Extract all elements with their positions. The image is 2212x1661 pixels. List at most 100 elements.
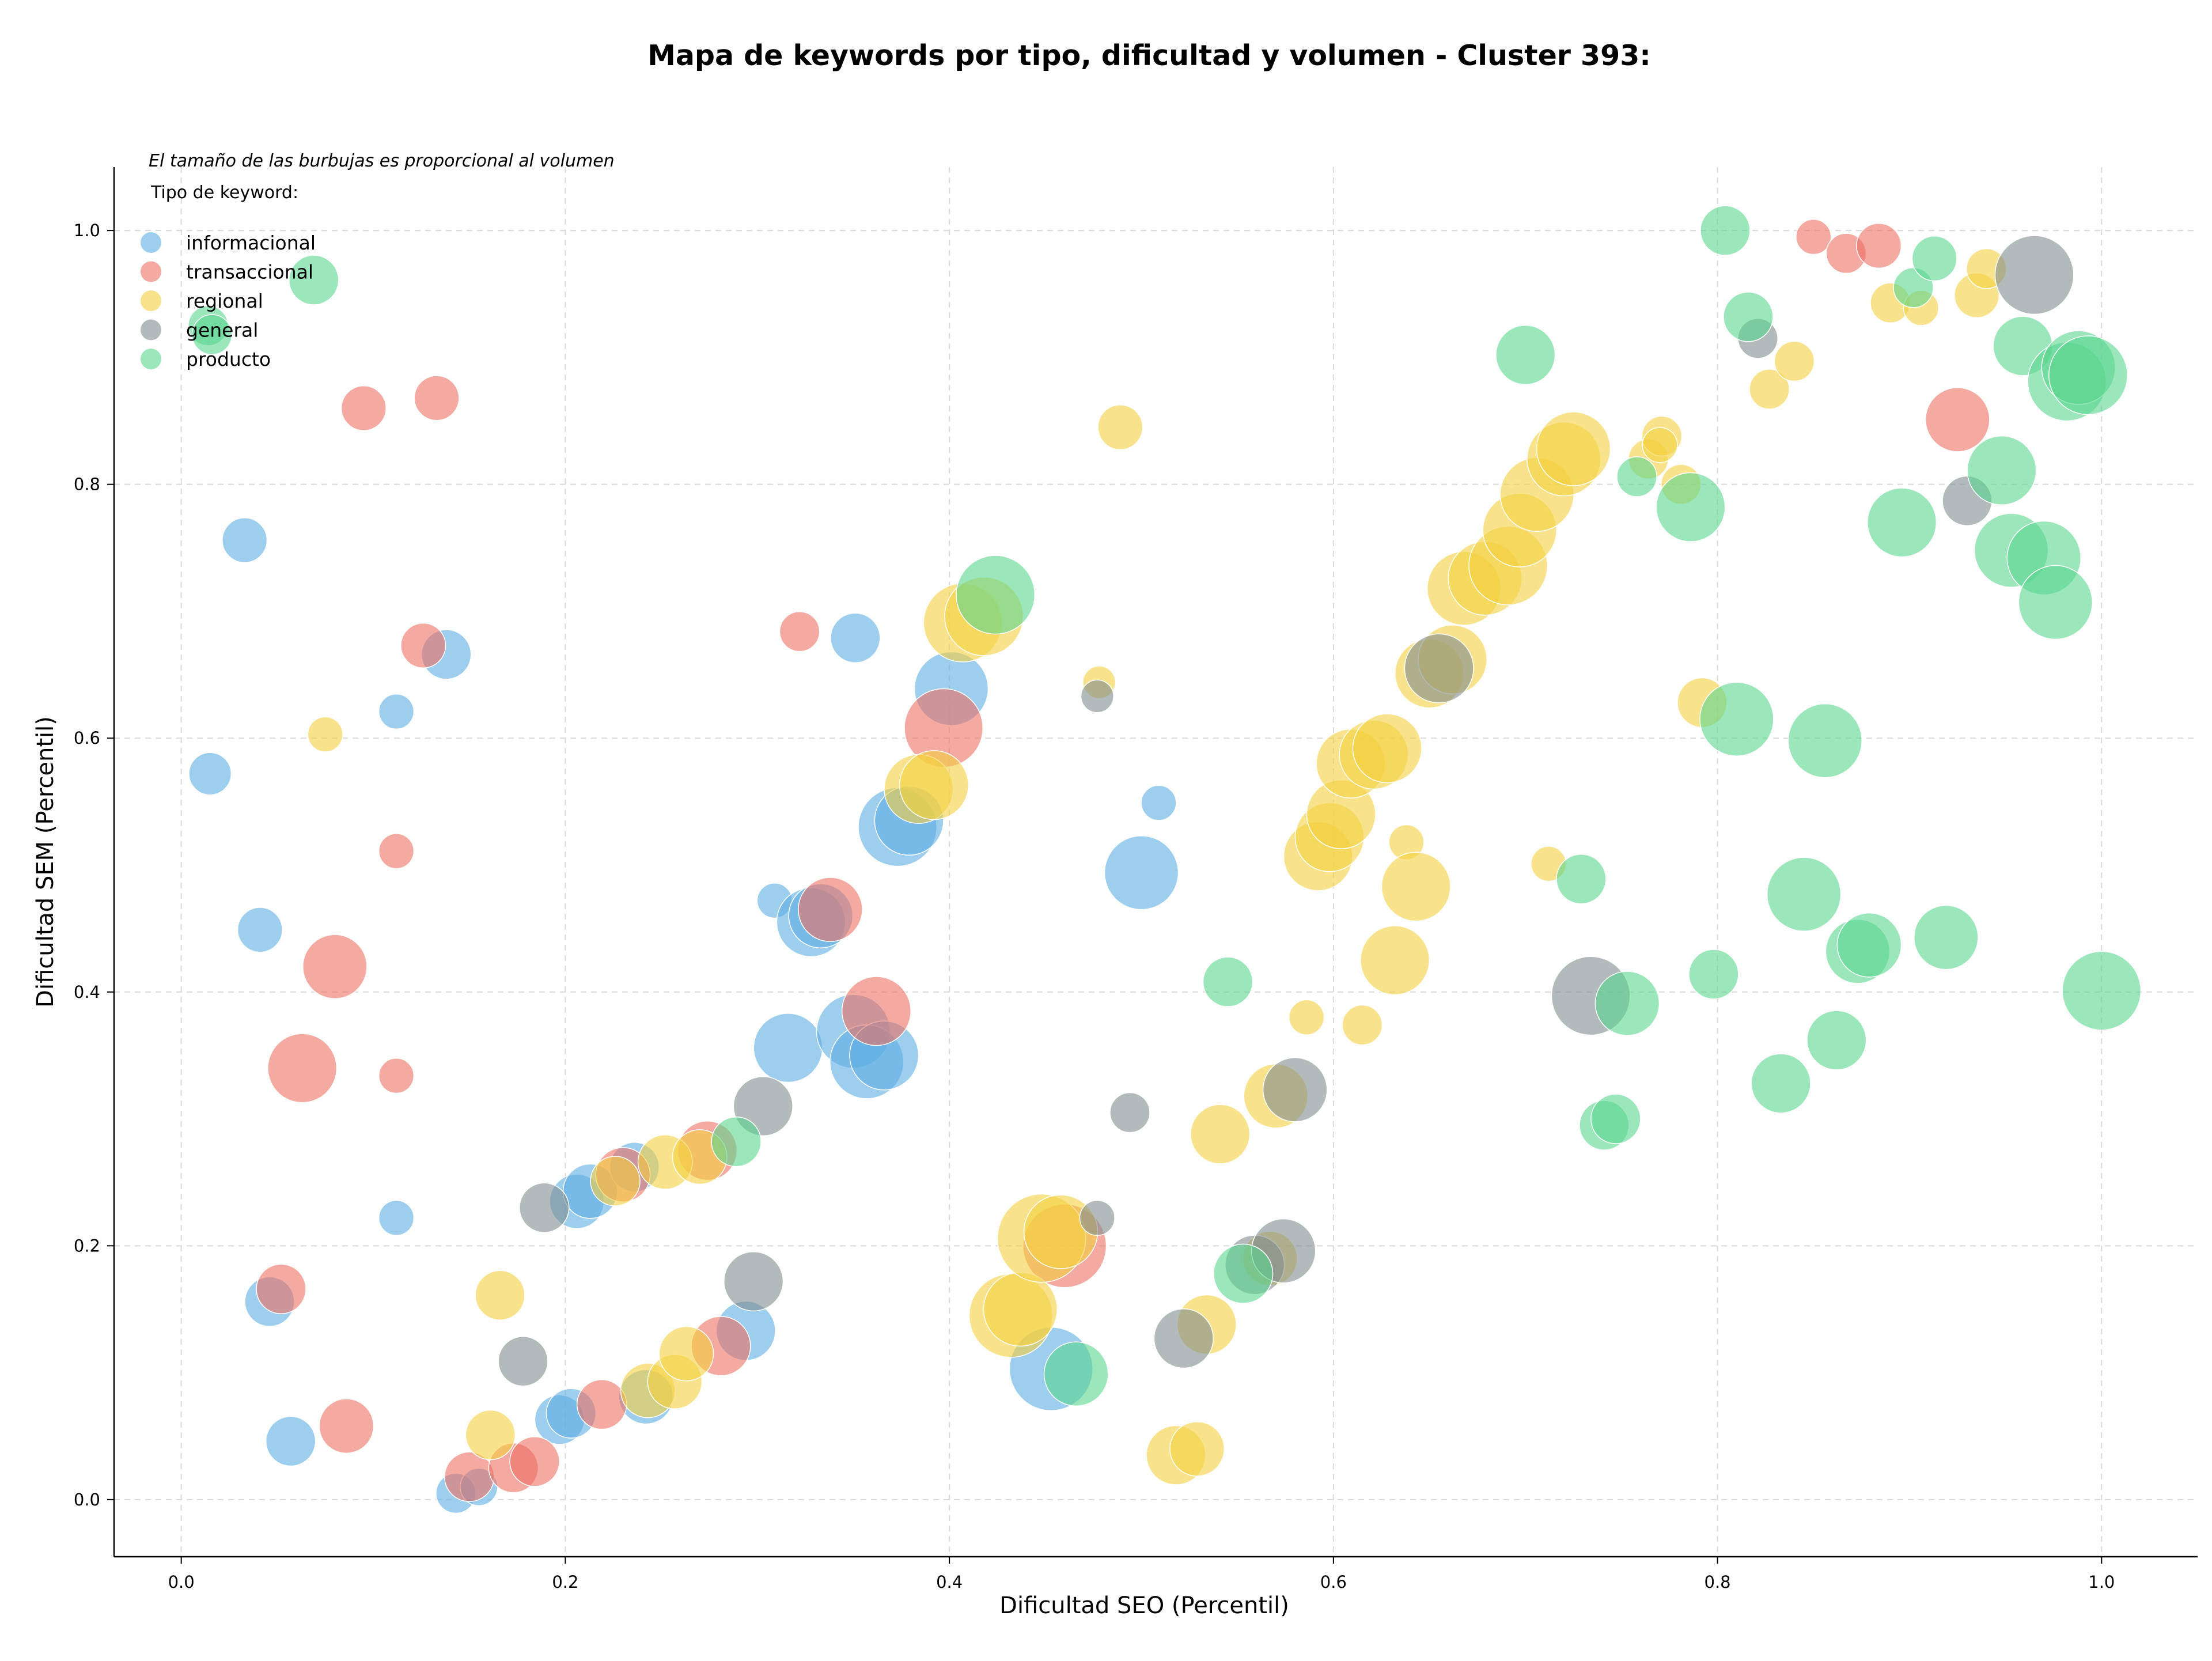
bubble-producto bbox=[288, 255, 339, 305]
bubble-producto bbox=[2048, 335, 2128, 415]
bubble-transaccional bbox=[319, 1398, 374, 1454]
legend-label-transaccional: transaccional bbox=[186, 261, 313, 283]
x-tick-label: 0.6 bbox=[1320, 1572, 1347, 1592]
bubble-transaccional bbox=[1796, 219, 1832, 255]
bubble-general bbox=[1994, 235, 2074, 315]
bubble-transaccional bbox=[1856, 223, 1902, 269]
bubble-transaccional bbox=[1925, 387, 1990, 452]
x-axis-label: Dificultad SEO (Percentil) bbox=[999, 1592, 1289, 1619]
bubble-informacional bbox=[188, 752, 232, 796]
bubble-regional bbox=[1190, 1104, 1251, 1164]
bubble-producto bbox=[1594, 971, 1660, 1036]
bubble-regional bbox=[590, 1156, 641, 1206]
bubble-producto bbox=[1699, 682, 1774, 756]
legend-marker-producto bbox=[141, 349, 161, 369]
bubble-transaccional bbox=[302, 934, 368, 1000]
bubble-transaccional bbox=[340, 385, 387, 432]
legend-marker-general bbox=[141, 319, 161, 340]
bubble-general bbox=[518, 1182, 570, 1233]
bubble-producto bbox=[956, 555, 1036, 635]
y-tick-label: 0.8 bbox=[74, 475, 100, 494]
bubble-producto bbox=[1766, 857, 1842, 932]
legend-label-informacional: informacional bbox=[186, 232, 316, 254]
y-tick-label: 1.0 bbox=[74, 221, 100, 240]
legend-marker-informacional bbox=[141, 232, 161, 253]
bubble-producto bbox=[1723, 292, 1774, 342]
bubble-informacional bbox=[237, 907, 283, 953]
bubble-producto bbox=[1495, 324, 1556, 385]
x-tick-label: 1.0 bbox=[2088, 1572, 2115, 1592]
bubble-transaccional bbox=[400, 622, 446, 668]
bubble-producto bbox=[1213, 1243, 1274, 1304]
bubble-transaccional bbox=[378, 1058, 415, 1094]
x-tick-label: 0.2 bbox=[552, 1572, 578, 1592]
legend-marker-transaccional bbox=[141, 261, 161, 282]
bubble-transaccional bbox=[378, 833, 415, 869]
bubble-regional bbox=[899, 750, 969, 820]
x-tick-label: 0.8 bbox=[1705, 1572, 1731, 1592]
bubble-general bbox=[1080, 679, 1114, 713]
bubble-regional bbox=[1359, 925, 1430, 996]
bubble-regional bbox=[983, 1272, 1058, 1347]
bubble-producto bbox=[1700, 205, 1751, 256]
y-tick-label: 0.4 bbox=[74, 982, 100, 1002]
legend-label-regional: regional bbox=[186, 290, 263, 312]
bubble-informacional bbox=[265, 1416, 316, 1467]
bubble-producto bbox=[1913, 905, 1979, 970]
bubble-regional bbox=[465, 1409, 516, 1461]
bubble-producto bbox=[1590, 1094, 1641, 1144]
bubble-producto bbox=[1043, 1341, 1109, 1407]
bubble-producto bbox=[1967, 435, 2037, 506]
y-tick-label: 0.6 bbox=[74, 728, 100, 748]
bubble-informacional bbox=[1141, 785, 1177, 821]
bubble-regional bbox=[658, 1326, 714, 1382]
bubble-regional bbox=[1749, 369, 1790, 410]
bubble-informacional bbox=[378, 693, 415, 730]
bubble-transaccional bbox=[509, 1436, 560, 1487]
bubble-size-note: El tamaño de las burbujas es proporciona… bbox=[149, 151, 615, 171]
y-axis-label: Dificultad SEM (Percentil) bbox=[32, 716, 59, 1008]
axes: 0.0 0.2 0.4 0.6 0.8 1.0 0.0 0.2 0.4 0.6 0.8 1.0 Difi… bbox=[32, 167, 2198, 1619]
bubble-regional bbox=[1381, 852, 1451, 922]
bubble-producto bbox=[1688, 949, 1739, 1000]
y-tick-label: 0.0 bbox=[74, 1490, 100, 1509]
bubble-regional bbox=[1352, 713, 1422, 784]
bubble-regional bbox=[1342, 1004, 1383, 1046]
legend-label-general: general bbox=[186, 319, 258, 342]
bubble-producto bbox=[1656, 472, 1726, 542]
bubble-producto bbox=[1836, 912, 1902, 978]
bubble-regional bbox=[1097, 404, 1143, 451]
bubble-producto bbox=[1556, 853, 1607, 905]
bubble-layer bbox=[187, 205, 2142, 1514]
legend: El tamaño de las burbujas es proporciona… bbox=[141, 151, 615, 370]
chart-title: Mapa de keywords por tipo, dificultad y … bbox=[647, 39, 1651, 72]
bubble-transaccional bbox=[779, 611, 820, 652]
bubble-producto bbox=[1787, 703, 1863, 778]
bubble-producto bbox=[1911, 236, 1957, 282]
bubble-transaccional bbox=[576, 1379, 627, 1430]
bubble-regional bbox=[1289, 999, 1325, 1035]
bubble-transaccional bbox=[798, 877, 863, 942]
bubble-general bbox=[723, 1251, 784, 1312]
bubble-producto bbox=[1867, 487, 1937, 558]
bubble-transaccional bbox=[841, 976, 912, 1046]
bubble-producto bbox=[2018, 565, 2093, 640]
legend-marker-regional bbox=[141, 290, 161, 311]
y-tick-label: 0.2 bbox=[74, 1236, 100, 1255]
bubble-regional bbox=[1169, 1421, 1225, 1477]
x-tick-label: 0.0 bbox=[168, 1572, 195, 1592]
bubble-informacional bbox=[830, 612, 881, 663]
bubble-regional bbox=[475, 1270, 525, 1321]
bubble-general bbox=[1153, 1308, 1214, 1369]
legend-label-producto: producto bbox=[186, 348, 271, 370]
bubble-informacional bbox=[753, 1013, 823, 1083]
bubble-informacional bbox=[222, 517, 268, 563]
bubble-transaccional bbox=[414, 375, 460, 421]
bubble-producto bbox=[1806, 1010, 1867, 1070]
bubble-producto bbox=[1751, 1053, 1811, 1114]
bubble-informacional bbox=[378, 1200, 415, 1236]
bubble-general bbox=[1262, 1057, 1328, 1122]
bubble-producto bbox=[1202, 956, 1253, 1007]
bubble-general bbox=[498, 1336, 548, 1387]
